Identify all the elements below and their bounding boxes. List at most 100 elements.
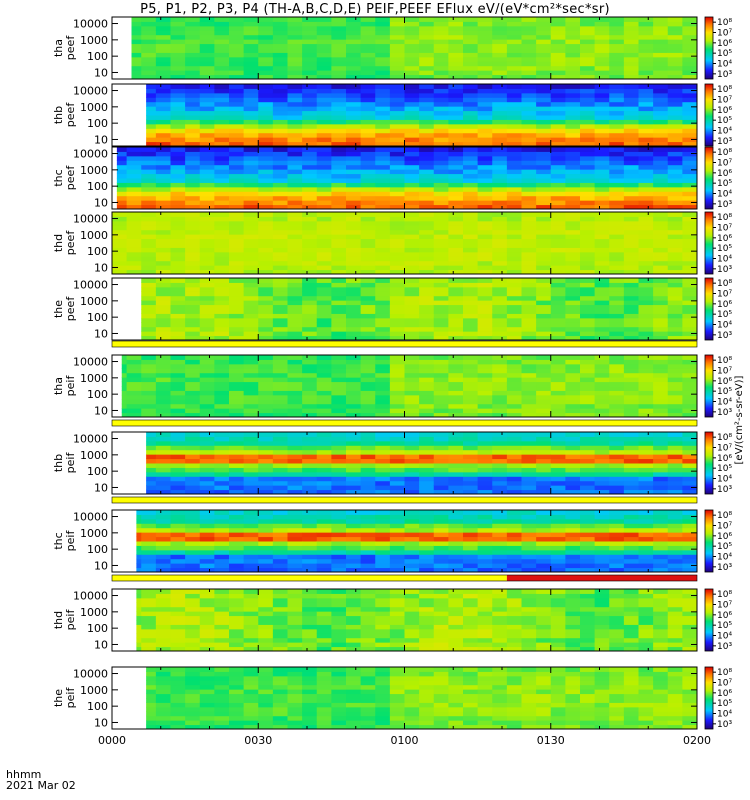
heatmap-cell <box>229 200 245 206</box>
heatmap-cell <box>506 386 522 391</box>
heatmap-cell <box>653 132 669 138</box>
heatmap-cell <box>360 355 376 360</box>
heatmap-cell <box>536 436 552 442</box>
heatmap-cell <box>375 408 391 414</box>
heatmap-cell <box>463 386 479 391</box>
heatmap-cell <box>155 514 171 520</box>
heatmap-cell <box>536 449 552 455</box>
heatmap-cell <box>331 178 347 183</box>
heatmap-cell <box>346 300 362 306</box>
heatmap-cell <box>536 381 552 387</box>
heatmap-cell <box>272 633 288 639</box>
heatmap-cell <box>667 251 683 257</box>
heatmap-cell <box>653 173 669 179</box>
heatmap-cell <box>258 269 274 275</box>
heatmap-cell <box>536 186 552 192</box>
heatmap-cell <box>287 545 303 551</box>
heatmap-cell <box>287 195 303 201</box>
heatmap-cell <box>536 61 552 67</box>
y-axis-label: the <box>52 300 65 318</box>
heatmap-cell <box>346 61 362 67</box>
heatmap-cell <box>404 326 420 332</box>
heatmap-cell <box>258 309 274 314</box>
heatmap-cell <box>155 39 171 45</box>
heatmap-cell <box>536 216 552 222</box>
heatmap-cell <box>360 97 376 103</box>
heatmap-cell <box>594 61 610 67</box>
heatmap-cell <box>302 97 318 103</box>
heatmap-cell <box>141 182 157 188</box>
heatmap-cell <box>243 234 259 240</box>
heatmap-cell <box>477 408 493 414</box>
heatmap-cell <box>609 30 625 36</box>
heatmap-cell <box>243 549 259 555</box>
heatmap-cell <box>346 216 362 222</box>
heatmap-cell <box>126 200 142 206</box>
heatmap-cell <box>433 510 449 515</box>
heatmap-cell <box>360 137 376 143</box>
heatmap-cell <box>272 216 288 222</box>
heatmap-cell <box>521 106 537 112</box>
heatmap-cell <box>141 637 157 643</box>
heatmap-cell <box>258 234 274 240</box>
heatmap-cell <box>389 300 405 306</box>
heatmap-cell <box>272 386 288 391</box>
heatmap-cell <box>243 355 259 360</box>
heatmap-cell <box>463 359 479 365</box>
heatmap-cell <box>316 119 332 125</box>
heatmap-cell <box>141 368 157 374</box>
heatmap-cell <box>536 21 552 27</box>
heatmap-cell <box>302 21 318 27</box>
heatmap-cell <box>433 155 449 161</box>
heatmap-cell <box>243 251 259 257</box>
heatmap-cell <box>185 88 201 94</box>
heatmap-cell <box>565 549 581 555</box>
heatmap-cell <box>667 229 683 235</box>
heatmap-cell <box>623 309 639 314</box>
heatmap-cell <box>565 220 581 226</box>
heatmap-cell <box>146 106 157 112</box>
heatmap-cell <box>506 549 522 555</box>
heatmap-cell <box>331 606 347 612</box>
heatmap-cell <box>316 304 332 310</box>
heatmap-cell <box>258 322 274 328</box>
heatmap-cell <box>155 300 171 306</box>
heatmap-cell <box>375 549 391 555</box>
heatmap-cell <box>594 295 610 301</box>
y-tick-label: 1000 <box>80 527 108 540</box>
y-tick-label: 1000 <box>80 164 108 177</box>
heatmap-cell <box>477 458 493 464</box>
heatmap-cell <box>389 620 405 625</box>
heatmap-cell <box>375 567 391 573</box>
heatmap-cell <box>229 151 245 157</box>
heatmap-cell <box>565 532 581 538</box>
heatmap-cell <box>316 30 332 36</box>
heatmap-cell <box>375 386 391 391</box>
heatmap-cell <box>492 445 508 451</box>
heatmap-cell <box>463 489 479 495</box>
heatmap-cell <box>565 30 581 36</box>
heatmap-cell <box>258 164 274 170</box>
heatmap-cell <box>258 141 274 147</box>
heatmap-cell <box>185 558 201 564</box>
y-tick-label: 1000 <box>80 229 108 242</box>
heatmap-cell <box>214 313 230 319</box>
heatmap-cell <box>272 563 288 569</box>
heatmap-cell <box>170 394 186 400</box>
heatmap-cell <box>346 30 362 36</box>
heatmap-cell <box>433 186 449 192</box>
heatmap-cell <box>477 467 493 473</box>
heatmap-cell <box>360 615 376 621</box>
heatmap-cell <box>448 359 464 365</box>
heatmap-cell <box>521 282 537 288</box>
heatmap-cell <box>609 449 625 455</box>
heatmap-cell <box>331 317 347 323</box>
heatmap-cell <box>580 282 596 288</box>
heatmap-cell <box>316 247 332 253</box>
heatmap-cell <box>360 304 376 310</box>
heatmap-cell <box>243 642 259 648</box>
heatmap-cell <box>623 204 639 210</box>
heatmap-cell <box>463 132 479 138</box>
heatmap-cell <box>594 141 610 147</box>
heatmap-cell <box>199 558 215 564</box>
